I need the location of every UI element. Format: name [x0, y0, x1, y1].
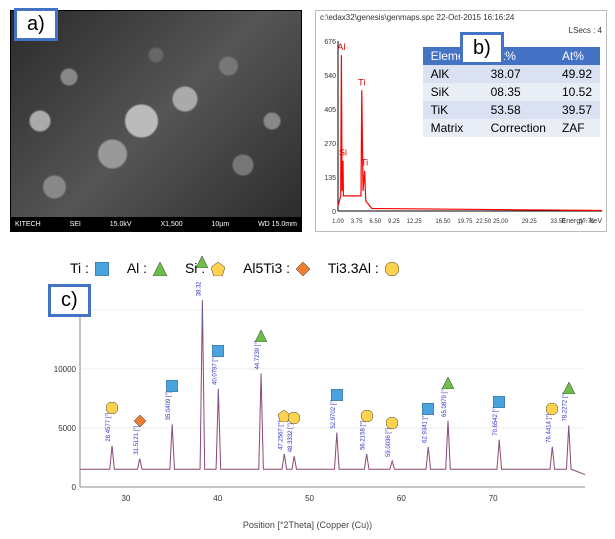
peak-marker: [546, 403, 558, 415]
svg-text:Ti: Ti: [361, 158, 368, 168]
svg-text:135: 135: [324, 175, 336, 182]
peak-marker: [422, 403, 434, 415]
peak-marker: [196, 256, 208, 268]
svg-text:Si: Si: [339, 148, 347, 158]
svg-text:12.25: 12.25: [407, 219, 423, 225]
svg-text:9.25: 9.25: [388, 219, 400, 225]
svg-text:16.50: 16.50: [435, 219, 451, 225]
svg-text:3.75: 3.75: [351, 219, 363, 225]
sem-footer: KITECH SEI 15.0kV X1,500 10µm WD 15.0mm: [11, 217, 301, 231]
svg-text:6.50: 6.50: [369, 219, 381, 225]
svg-text:29.25: 29.25: [522, 219, 538, 225]
xrd-peak-markers: [10, 260, 605, 530]
xrd-xlabel: Position [°2Theta] (Copper (Cu)): [10, 520, 605, 530]
svg-text:540: 540: [324, 73, 336, 80]
svg-text:25.00: 25.00: [493, 219, 509, 225]
peak-marker: [493, 396, 505, 408]
peak-marker: [442, 377, 454, 389]
peak-marker: [563, 382, 575, 394]
peak-marker: [288, 412, 300, 424]
xrd-panel: Ti : Al : Si : Al5Ti3 : Ti3.3Al : 050001…: [10, 260, 605, 530]
edax-lsecs: LSecs : 4: [569, 26, 602, 35]
svg-text:Al: Al: [337, 42, 345, 52]
panel-label-a: a): [14, 8, 58, 41]
svg-text:22.50: 22.50: [476, 219, 492, 225]
svg-text:19.75: 19.75: [457, 219, 473, 225]
svg-text:270: 270: [324, 141, 336, 148]
peak-marker: [212, 345, 224, 357]
sem-wd: WD 15.0mm: [258, 221, 297, 228]
peak-marker: [386, 417, 398, 429]
peak-marker: [166, 380, 178, 392]
sem-scale: 10µm: [212, 221, 230, 228]
sem-mag: X1,500: [160, 221, 182, 228]
svg-text:676: 676: [324, 39, 336, 46]
peak-marker: [255, 330, 267, 342]
peak-marker: [331, 389, 343, 401]
peak-marker: [106, 402, 118, 414]
panel-label-b: b): [460, 32, 504, 65]
svg-text:1.00: 1.00: [332, 219, 344, 225]
svg-text:Energy - keV: Energy - keV: [562, 218, 603, 225]
edax-header: c:\edax32\genesis\genmaps.spc 22-Oct-201…: [316, 11, 606, 24]
sem-det: SEI: [70, 221, 81, 228]
peak-marker: [134, 415, 146, 427]
edax-file: c:\edax32\genesis\genmaps.spc 22-Oct-201…: [320, 13, 514, 22]
edax-composition-table: ElementWt%At%AlK38.0749.92SiK08.3510.52T…: [423, 47, 600, 137]
sem-texture: [11, 11, 301, 231]
svg-text:0: 0: [332, 209, 336, 216]
panel-label-c: c): [48, 284, 91, 317]
peak-marker: [361, 410, 373, 422]
svg-text:Ti: Ti: [358, 77, 365, 87]
sem-micrograph: KITECH SEI 15.0kV X1,500 10µm WD 15.0mm: [10, 10, 302, 232]
sem-lab: KITECH: [15, 221, 41, 228]
svg-text:405: 405: [324, 107, 336, 114]
sem-kv: 15.0kV: [110, 221, 132, 228]
